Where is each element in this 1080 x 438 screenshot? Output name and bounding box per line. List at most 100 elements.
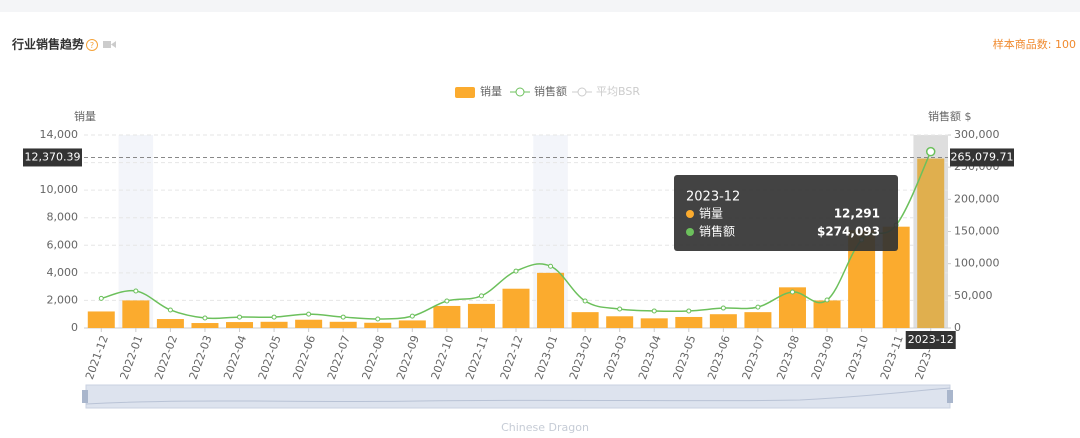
- tooltip-label: 销量: [699, 207, 723, 221]
- line-point: [651, 308, 657, 314]
- zoom-track: [85, 384, 951, 409]
- video-icon[interactable]: [103, 41, 111, 48]
- x-tick-label: 2022-12: [498, 334, 526, 382]
- x-tick-label: 2023-08: [774, 334, 802, 382]
- crosshair-x-label: 2023-12: [908, 333, 954, 346]
- y2-tick-label: 100,000: [954, 257, 1000, 270]
- y-tick-label: 8,000: [47, 211, 79, 224]
- bar: [191, 323, 219, 328]
- line-point: [755, 304, 761, 310]
- video-icon-tip: [111, 41, 116, 48]
- line-point: [237, 314, 243, 320]
- bar: [364, 322, 392, 328]
- line-point: [444, 298, 450, 304]
- line-point: [789, 289, 795, 295]
- bar: [226, 322, 254, 328]
- x-tick-label: 2023-09: [809, 334, 837, 382]
- chart-title: 行业销售趋势: [11, 37, 84, 52]
- bar: [537, 272, 565, 328]
- x-tick-label: 2023-05: [670, 334, 698, 382]
- tooltip-value: $274,093: [817, 225, 880, 239]
- tooltip-dot: [686, 210, 694, 218]
- y2-tick-label: 200,000: [954, 192, 1000, 205]
- line-point: [617, 306, 623, 312]
- crosshair-x-label-bg: [905, 331, 956, 349]
- x-tick-label: 2023-10: [843, 334, 871, 382]
- top-bar: [0, 0, 1080, 12]
- legend-swatch: [455, 87, 475, 98]
- bar: [709, 314, 737, 328]
- bar: [502, 288, 530, 328]
- x-tick-label: 2022-06: [290, 334, 318, 382]
- line-point: [582, 298, 588, 304]
- x-tick-label: 2023-03: [601, 334, 629, 382]
- x-tick-label: 2023-01: [532, 334, 560, 382]
- line-point: [409, 313, 415, 319]
- legend-label[interactable]: 销量: [480, 84, 502, 98]
- y-tick-label: 2,000: [47, 293, 79, 306]
- x-tick-label: 2022-02: [152, 334, 180, 382]
- crosshair-label-bg: [23, 148, 82, 167]
- bar: [398, 320, 426, 328]
- line-point: [720, 305, 726, 311]
- x-tick-label: 2022-03: [187, 334, 215, 382]
- y-tick-label: 14,000: [40, 128, 79, 141]
- bar: [571, 312, 599, 328]
- line-point: [271, 314, 277, 320]
- crosshair-label-bg: [950, 148, 1014, 167]
- line-point: [98, 295, 104, 301]
- tooltip-bg: [674, 175, 898, 251]
- tooltip-value: 12,291: [834, 207, 880, 221]
- bar: [675, 316, 703, 328]
- zoom-handle[interactable]: [947, 390, 953, 403]
- line-point: [548, 263, 554, 269]
- line-point: [686, 308, 692, 314]
- zoom-preview: [85, 387, 951, 405]
- help-icon[interactable]: [86, 39, 98, 51]
- legend-label[interactable]: 平均BSR: [596, 85, 640, 98]
- tooltip-label: 销售额: [699, 224, 735, 239]
- data-zoom[interactable]: [82, 384, 953, 409]
- legend-marker: [515, 87, 525, 97]
- x-tick-label: 2022-05: [256, 334, 284, 382]
- tooltip-dot: [686, 228, 694, 236]
- bar: [260, 321, 288, 328]
- bar: [433, 305, 461, 328]
- y2-axis-label: 销售额 $: [928, 109, 972, 123]
- x-tick-label: 2022-01: [118, 334, 146, 382]
- y2-tick-label: 150,000: [954, 225, 1000, 238]
- legend-label[interactable]: 销售额: [534, 84, 567, 98]
- legend: 销量 销售额 平均BSR: [455, 84, 640, 98]
- y2-tick-label: 0: [954, 321, 961, 334]
- x-tick-label: 2022-07: [325, 334, 353, 382]
- crosshair-label: 12,370.39: [25, 150, 81, 163]
- help-icon-q: ?: [90, 41, 94, 50]
- line-point: [375, 316, 381, 322]
- bar: [156, 319, 184, 328]
- tooltip-title: 2023-12: [686, 190, 740, 205]
- line-point: [202, 315, 208, 321]
- bar: [813, 300, 841, 328]
- y-tick-label: 10,000: [40, 183, 79, 196]
- x-tick-label: 2023-07: [740, 334, 768, 382]
- x-tick-label: 2022-10: [429, 334, 457, 382]
- x-tick-label: 2022-08: [359, 334, 387, 382]
- sample-count: 样本商品数: 100: [993, 37, 1076, 51]
- x-tick-label: 2022-09: [394, 334, 422, 382]
- y2-tick-label: 50,000: [954, 289, 993, 302]
- bar: [640, 318, 668, 328]
- line-point: [478, 293, 484, 299]
- y2-tick-label: 300,000: [954, 128, 1000, 141]
- bar: [744, 312, 772, 328]
- line-point: [513, 268, 519, 274]
- bar: [87, 311, 115, 328]
- legend-marker: [577, 87, 587, 97]
- y-tick-label: 4,000: [47, 266, 79, 279]
- bar: [917, 158, 945, 328]
- y-axis-label: 销量: [74, 109, 96, 123]
- crosshair-label: 265,079.71: [951, 150, 1014, 163]
- x-tick-label: 2023-02: [567, 334, 595, 382]
- zoom-handle[interactable]: [82, 390, 88, 403]
- line-point: [925, 146, 936, 157]
- watermark: Chinese Dragon: [501, 421, 589, 434]
